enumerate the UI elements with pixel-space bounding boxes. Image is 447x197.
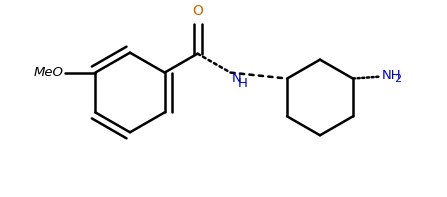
Text: N: N — [232, 72, 241, 85]
Text: 2: 2 — [394, 73, 401, 84]
Text: MeO: MeO — [34, 66, 63, 79]
Text: O: O — [192, 4, 203, 18]
Text: H: H — [238, 77, 248, 90]
Text: NH: NH — [382, 69, 401, 82]
